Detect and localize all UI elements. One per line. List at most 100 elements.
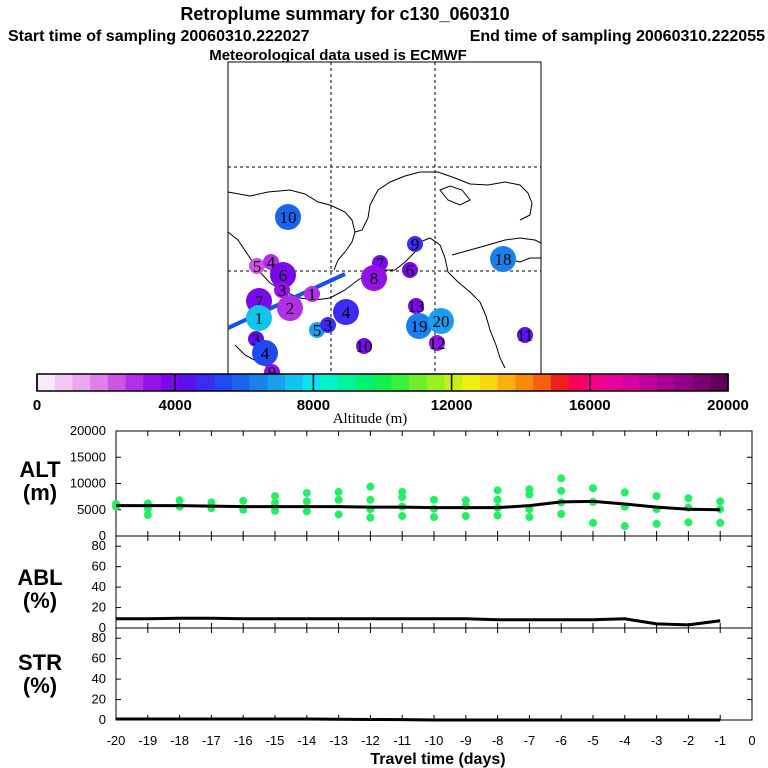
colorbar-cell — [267, 374, 286, 391]
colorbar-cell — [320, 374, 339, 391]
map-marker-label: 4 — [261, 344, 270, 363]
colorbar-tick-label: 20000 — [707, 397, 749, 414]
colorbar-cell — [586, 374, 605, 391]
x-axis-label: Travel time (days) — [370, 751, 505, 768]
alt-point — [620, 522, 629, 531]
str-panel: STR (%) 0 20 40 60 80 — [18, 627, 753, 727]
alt-point — [684, 518, 693, 527]
alt-point — [557, 509, 566, 518]
colorbar-cell — [107, 374, 127, 391]
x-tick-label: -20 — [107, 733, 126, 748]
colorbar-cell — [639, 374, 658, 391]
y-tick-label: 5000 — [77, 502, 106, 517]
y-tick-label: 40 — [92, 579, 106, 594]
alt-point — [589, 484, 597, 493]
alt-point — [398, 512, 407, 521]
map-marker-label: 10 — [280, 208, 297, 227]
map-marker — [361, 265, 387, 291]
map-marker — [333, 299, 359, 325]
x-tick-label: -13 — [329, 733, 348, 748]
map-marker — [320, 317, 336, 333]
colorbar-cell — [603, 374, 623, 391]
colorbar-cell — [143, 374, 162, 391]
map-marker-label: 9 — [268, 363, 277, 382]
map-marker — [356, 338, 372, 354]
map-marker — [275, 204, 301, 230]
alt-point — [366, 495, 375, 504]
alt-point — [493, 495, 502, 504]
colorbar-tick-label: 0 — [33, 397, 41, 414]
map-marker — [402, 262, 418, 278]
map-marker — [429, 335, 445, 351]
alt-point — [589, 518, 597, 527]
y-tick-label: 80 — [92, 630, 106, 645]
alt-point — [525, 485, 534, 494]
str-unit: (%) — [23, 673, 57, 698]
colorbar-cell — [196, 374, 215, 391]
map-marker — [428, 308, 454, 334]
colorbar-cell — [409, 374, 428, 391]
figure-title: Retroplume summary for c130_060310 — [180, 4, 509, 24]
alt-point — [271, 492, 279, 501]
x-tick-label: -6 — [555, 733, 567, 748]
alt-point — [557, 486, 566, 495]
abl-unit: (%) — [23, 588, 57, 613]
map-marker-label: 1 — [308, 285, 317, 304]
alt-point — [366, 482, 375, 491]
x-tick-label: -1 — [714, 733, 726, 748]
x-tick-label: -11 — [393, 733, 411, 748]
x-tick-label: -14 — [297, 733, 316, 748]
alt-point — [334, 495, 343, 504]
map-marker-label: 9 — [411, 235, 420, 254]
map-marker-label: 20 — [433, 312, 450, 331]
colorbar-cell — [692, 374, 711, 391]
alt-point — [239, 496, 248, 505]
colorbar-cell — [462, 374, 481, 391]
x-tick-label: -16 — [234, 733, 253, 748]
y-tick-label: 60 — [92, 559, 106, 574]
map-marker — [274, 282, 290, 298]
alt-mean-line — [116, 499, 721, 512]
alt-point — [271, 498, 279, 507]
colorbar-cell — [161, 374, 180, 391]
colorbar-tick-label: 12000 — [431, 397, 473, 414]
met-data-label: Meteorological data used is ECMWF — [209, 47, 467, 64]
map-marker-label: 19 — [411, 317, 428, 336]
y-tick-label: 10000 — [70, 476, 106, 491]
x-tick-label: -8 — [492, 733, 504, 748]
alt-point — [302, 488, 311, 497]
alt-point — [334, 487, 343, 496]
colorbar-cell — [373, 374, 392, 391]
colorbar-cell — [72, 374, 91, 391]
alt-point — [557, 474, 566, 483]
x-tick-label: -3 — [651, 733, 663, 748]
x-tick-label: -12 — [361, 733, 380, 748]
map-marker — [270, 262, 296, 288]
x-tick-label: -7 — [524, 733, 536, 748]
map-marker-label: 5 — [253, 257, 262, 276]
map-marker — [490, 246, 516, 272]
map-marker-label: 4 — [342, 303, 351, 322]
end-time-label: End time of sampling 20060310.222055 — [470, 28, 765, 45]
colorbar-cell — [479, 374, 499, 391]
alt-point — [493, 511, 502, 520]
colorbar-cell — [710, 374, 729, 391]
map-marker-label: 6 — [279, 266, 288, 285]
map-marker — [304, 286, 320, 302]
alt-point — [716, 518, 725, 527]
y-tick-label: 20 — [92, 600, 106, 615]
colorbar-cell — [674, 374, 694, 391]
colorbar-cell — [125, 374, 144, 391]
y-tick-label: 0 — [99, 528, 106, 543]
start-time-label: Start time of sampling 20060310.222027 — [8, 28, 310, 45]
map-marker-label: 3 — [324, 316, 333, 335]
map-marker — [408, 298, 424, 314]
colorbar-cell — [426, 374, 446, 391]
x-axis: -20 -19 -18 -17 -16 -15 -14 -13 -12 -11 -10 -9 -8 -7-… — [107, 733, 756, 748]
colorbar-cell — [54, 374, 73, 391]
alt-point — [302, 497, 311, 506]
colorbar-cell — [214, 374, 233, 391]
map-marker — [407, 236, 423, 252]
colorbar: 0 4000 8000 12000 16000 20000 Altitude (m) — [33, 373, 749, 427]
